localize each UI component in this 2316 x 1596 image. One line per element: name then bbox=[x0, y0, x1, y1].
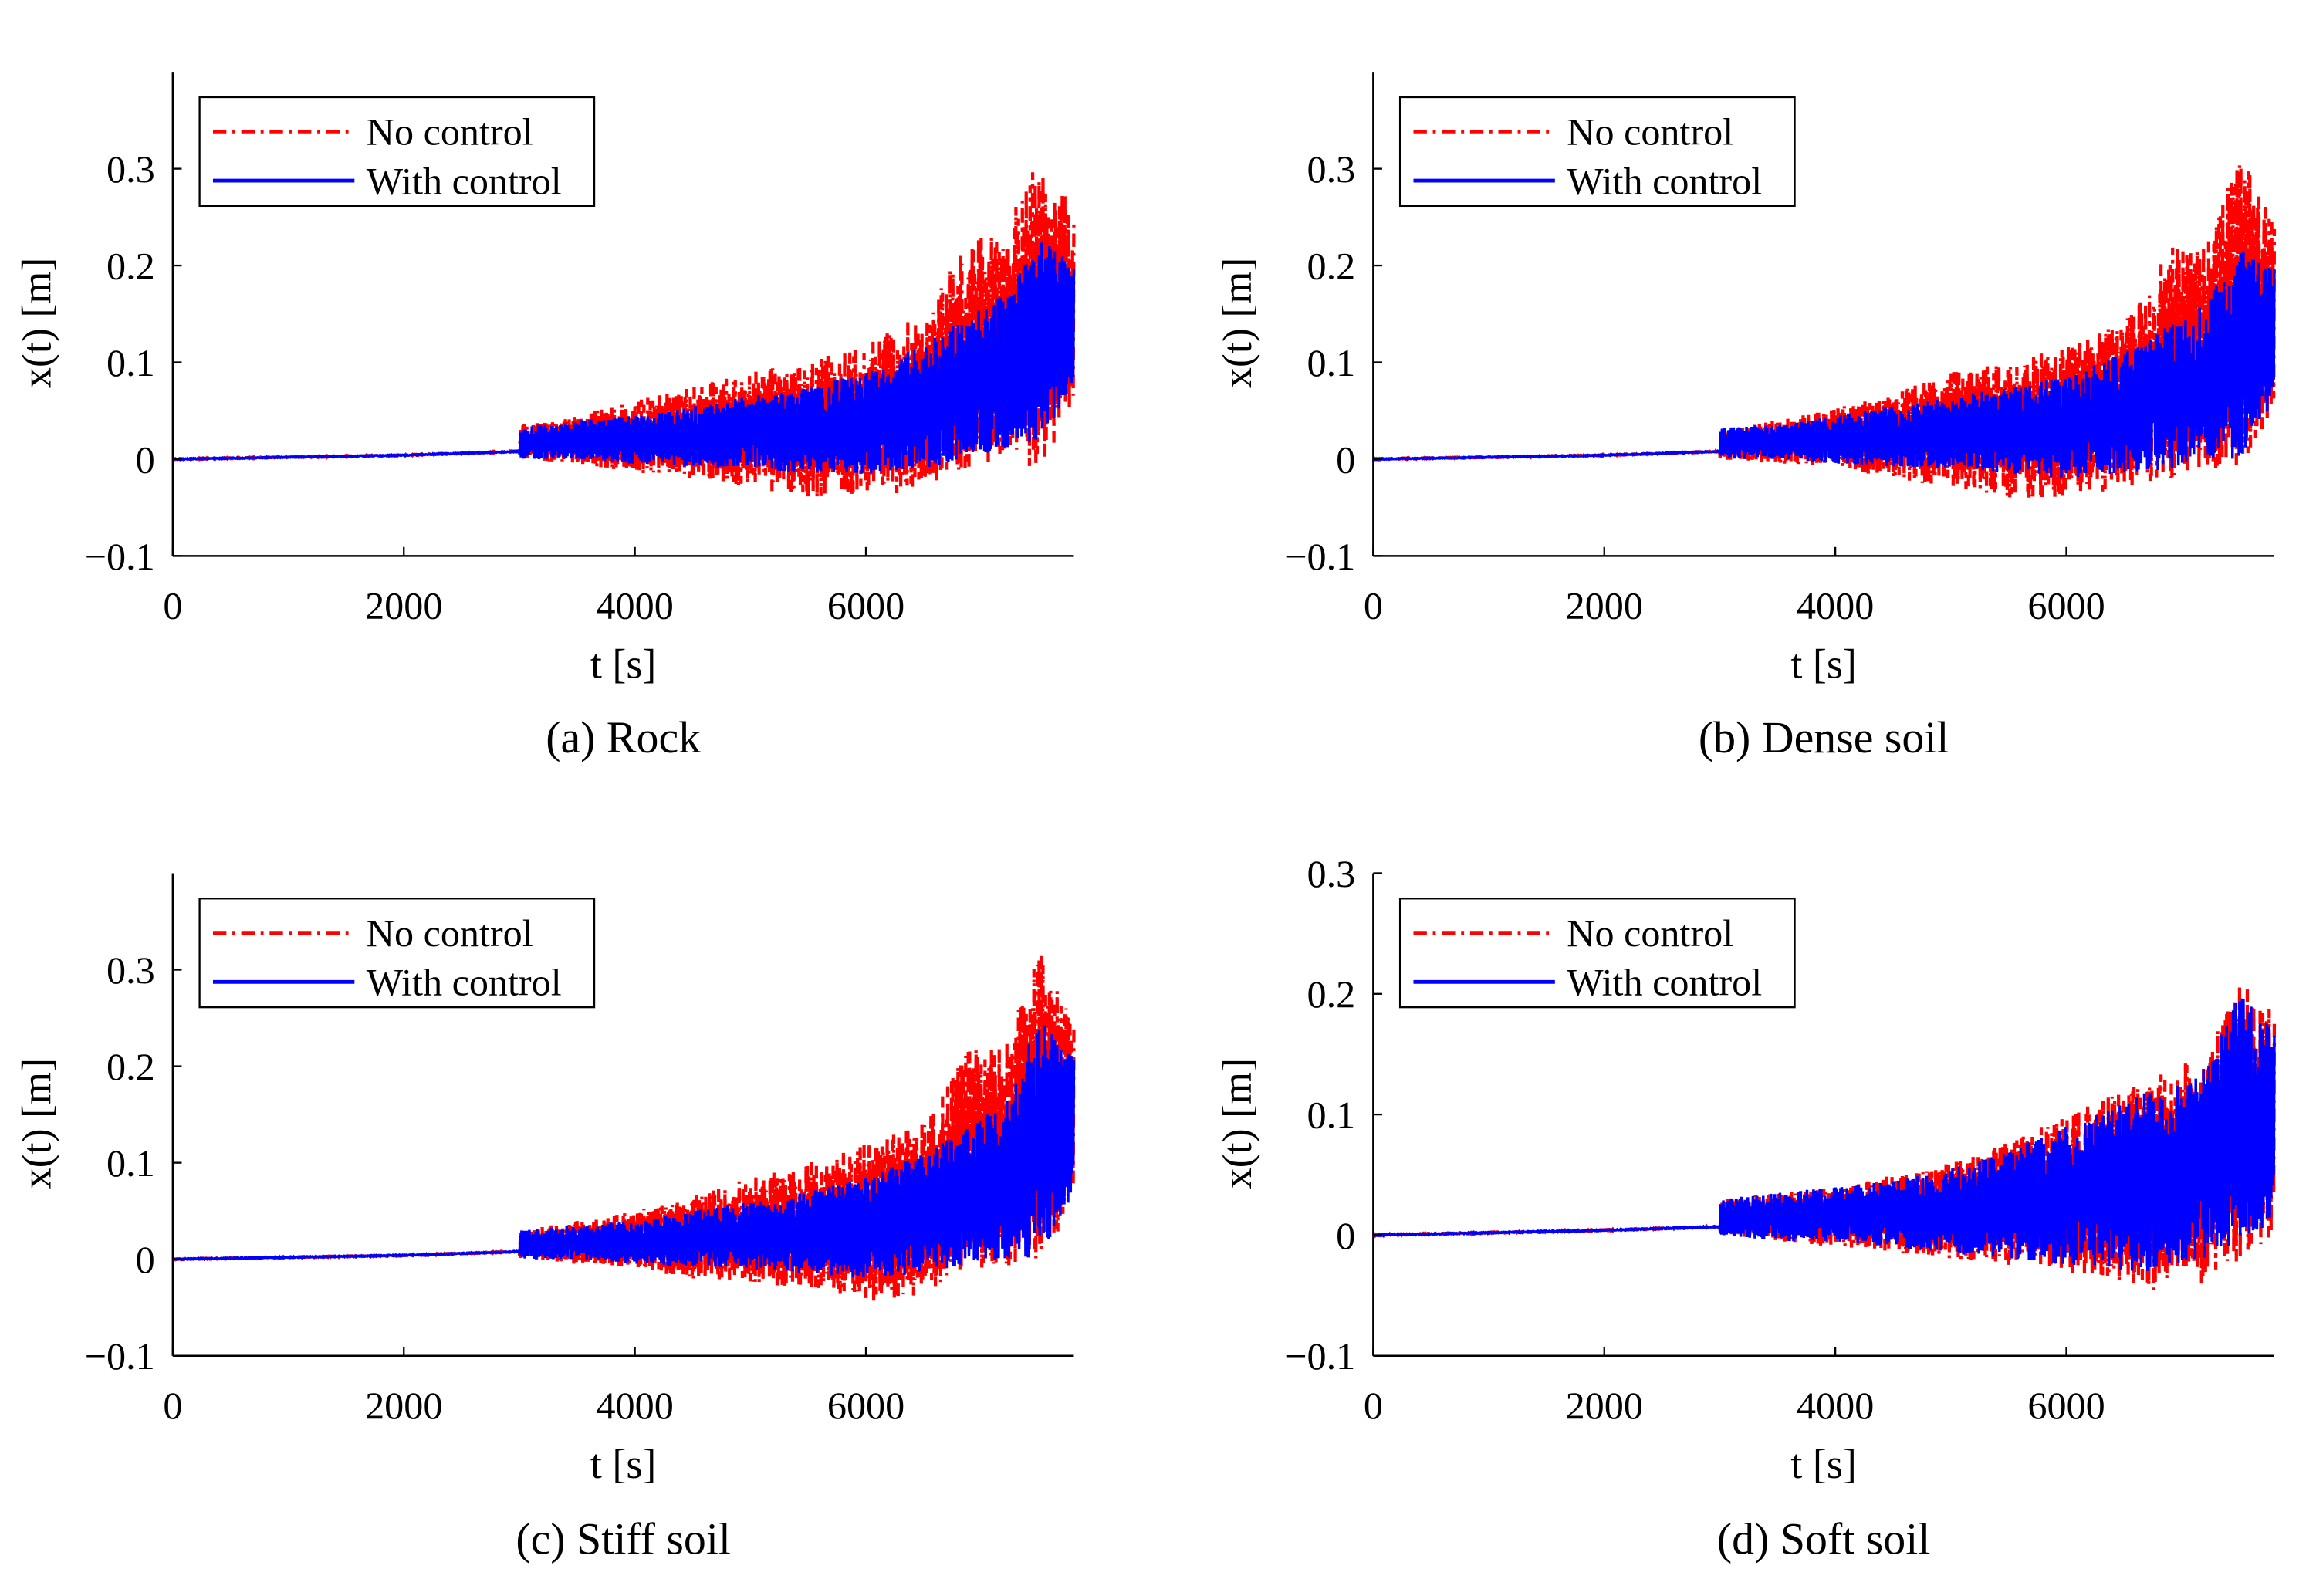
legend-label: No control bbox=[1567, 110, 1733, 154]
x-axis-label: t [s] bbox=[1790, 641, 1857, 688]
x-axis-label: t [s] bbox=[1790, 1441, 1857, 1487]
y-tick-label: 0 bbox=[136, 438, 155, 481]
legend: No control With control bbox=[1398, 96, 1796, 208]
y-axis-label: x(t) [m] bbox=[1214, 258, 1260, 389]
x-tick-label: 2000 bbox=[365, 1384, 442, 1427]
subfigure-caption: (c) Stiff soil bbox=[516, 1513, 731, 1564]
x-axis-label: t [s] bbox=[590, 641, 657, 688]
legend-box bbox=[1398, 96, 1796, 208]
x-axis-label: t [s] bbox=[590, 1441, 657, 1487]
legend-label: With control bbox=[367, 159, 562, 202]
y-tick-label: 0.2 bbox=[107, 1045, 155, 1088]
legend-label: No control bbox=[367, 911, 533, 955]
y-tick-label: 0 bbox=[136, 1238, 155, 1281]
x-tick-label: 0 bbox=[163, 583, 182, 627]
legend-label: With control bbox=[367, 961, 562, 1004]
subfigure-caption: (a) Rock bbox=[546, 712, 701, 762]
y-tick-label: 0.1 bbox=[107, 1141, 155, 1185]
x-tick-label: 4000 bbox=[1797, 583, 1874, 627]
y-tick-label: 0.1 bbox=[107, 341, 155, 384]
legend: No control With control bbox=[1398, 898, 1796, 1009]
y-tick-label: 0.3 bbox=[107, 147, 155, 191]
subfigure-caption: (d) Soft soil bbox=[1717, 1513, 1931, 1564]
x-tick-label: 0 bbox=[163, 1384, 182, 1427]
y-tick-label: 0.1 bbox=[1307, 1093, 1356, 1136]
subfigure-caption: (b) Dense soil bbox=[1699, 712, 1949, 762]
y-tick-label: 0.2 bbox=[1307, 972, 1356, 1016]
y-tick-label: 0.3 bbox=[1307, 147, 1356, 191]
legend-label: No control bbox=[367, 110, 533, 154]
y-tick-label: −0.1 bbox=[85, 535, 155, 578]
legend-box bbox=[198, 898, 596, 1009]
x-tick-label: 6000 bbox=[2027, 583, 2105, 627]
x-tick-label: 6000 bbox=[827, 583, 904, 627]
legend: No control With control bbox=[198, 898, 596, 1009]
y-tick-label: −0.1 bbox=[85, 1334, 155, 1378]
x-tick-label: 6000 bbox=[827, 1384, 904, 1427]
x-tick-label: 2000 bbox=[365, 583, 442, 627]
y-tick-label: 0.2 bbox=[107, 244, 155, 287]
x-tick-label: 2000 bbox=[1566, 1384, 1643, 1427]
y-axis-label: x(t) [m] bbox=[14, 1058, 60, 1189]
legend-label: No control bbox=[1567, 911, 1733, 955]
y-tick-label: 0 bbox=[1336, 438, 1355, 481]
legend-box bbox=[1398, 898, 1796, 1009]
y-tick-label: 0.1 bbox=[1307, 341, 1356, 384]
y-tick-label: 0.3 bbox=[107, 948, 155, 992]
x-tick-label: 0 bbox=[1364, 1384, 1383, 1427]
x-tick-label: 6000 bbox=[2027, 1384, 2105, 1427]
x-tick-label: 0 bbox=[1364, 583, 1383, 627]
legend: No control With control bbox=[198, 96, 596, 208]
legend-label: With control bbox=[1567, 961, 1762, 1004]
y-tick-label: 0.3 bbox=[1307, 852, 1356, 895]
x-tick-label: 4000 bbox=[596, 1384, 673, 1427]
legend-box bbox=[198, 96, 596, 208]
y-tick-label: 0.2 bbox=[1307, 244, 1356, 287]
x-tick-label: 4000 bbox=[596, 583, 673, 627]
y-tick-label: −0.1 bbox=[1285, 1334, 1355, 1378]
series-line-with-control bbox=[171, 242, 1076, 474]
y-tick-label: 0 bbox=[1336, 1214, 1355, 1257]
y-axis-label: x(t) [m] bbox=[14, 258, 60, 389]
x-tick-label: 4000 bbox=[1797, 1384, 1874, 1427]
series-line-with-control bbox=[172, 1025, 1076, 1278]
series-line-with-control bbox=[1373, 252, 2276, 478]
y-axis-label: x(t) [m] bbox=[1214, 1058, 1260, 1189]
legend-label: With control bbox=[1567, 159, 1762, 202]
series-line-with-control bbox=[1372, 998, 2276, 1271]
y-tick-label: −0.1 bbox=[1285, 535, 1355, 578]
x-tick-label: 2000 bbox=[1566, 583, 1643, 627]
